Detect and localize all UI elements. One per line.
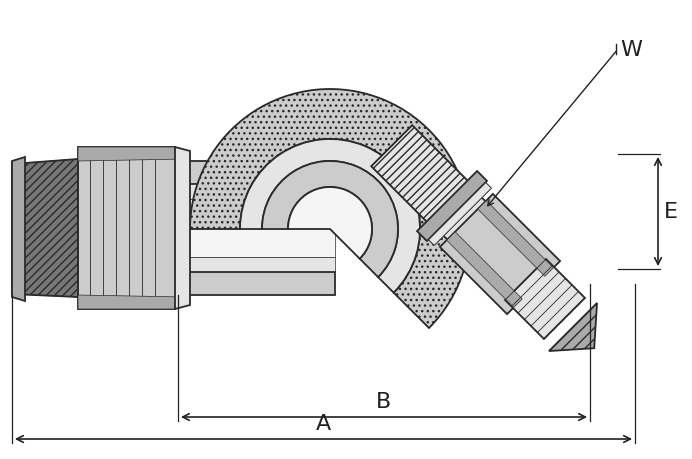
Polygon shape bbox=[391, 146, 489, 244]
Text: W: W bbox=[620, 40, 642, 60]
Wedge shape bbox=[240, 140, 420, 293]
Polygon shape bbox=[78, 148, 185, 309]
Polygon shape bbox=[477, 201, 554, 277]
Polygon shape bbox=[12, 157, 25, 302]
Polygon shape bbox=[78, 295, 185, 309]
Polygon shape bbox=[549, 303, 597, 351]
Text: E: E bbox=[664, 202, 678, 222]
Polygon shape bbox=[428, 183, 491, 246]
Polygon shape bbox=[78, 148, 185, 162]
Wedge shape bbox=[262, 162, 398, 278]
Text: A: A bbox=[316, 413, 331, 433]
Polygon shape bbox=[185, 200, 335, 257]
Polygon shape bbox=[371, 126, 468, 224]
Polygon shape bbox=[505, 259, 585, 339]
Text: B: B bbox=[376, 391, 392, 411]
Wedge shape bbox=[288, 188, 372, 259]
Polygon shape bbox=[185, 185, 335, 200]
Polygon shape bbox=[12, 160, 78, 297]
Polygon shape bbox=[440, 195, 560, 314]
Polygon shape bbox=[175, 148, 190, 309]
Polygon shape bbox=[417, 172, 487, 241]
Polygon shape bbox=[185, 162, 335, 185]
Polygon shape bbox=[446, 232, 522, 308]
Polygon shape bbox=[185, 272, 335, 295]
Wedge shape bbox=[190, 90, 470, 328]
Polygon shape bbox=[185, 257, 335, 272]
